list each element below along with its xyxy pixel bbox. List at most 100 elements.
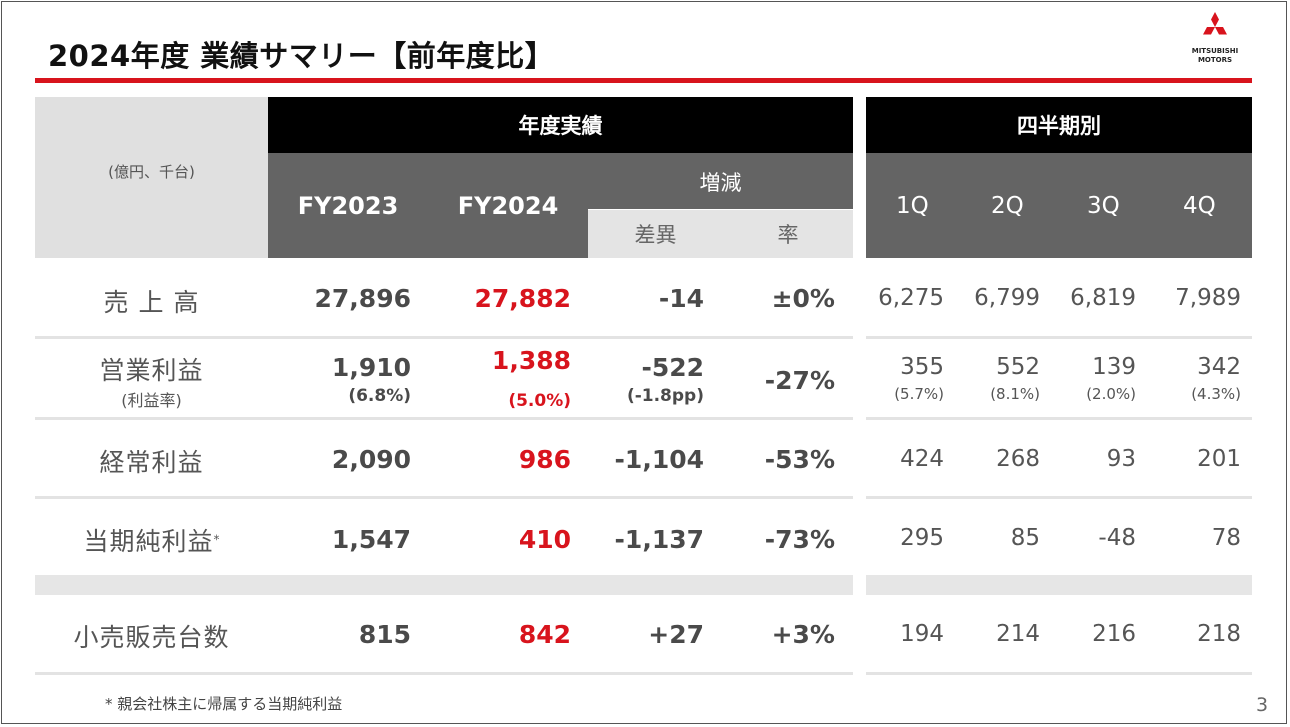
row-label-operating-profit: 営業利益 (利益率) [35,351,268,411]
net-fy2024: 410 [518,525,571,554]
row-label-sales: 売 上 高 [35,283,268,319]
op-q4: 342 [1197,354,1241,380]
title-underline [35,78,1252,83]
diff-header: 差異 [588,210,723,258]
op-q1-margin: (5.7%) [894,385,944,403]
rate-label: 率 [777,223,799,247]
annual-results-header: 年度実績 [268,97,853,153]
quarterly-label: 四半期別 [1017,114,1101,138]
op-q2: 552 [996,354,1040,380]
diff-label: 差異 [634,223,677,247]
ordinary-q3: 93 [1106,446,1136,472]
spacer-band [35,575,853,595]
op-q4-margin: (4.3%) [1191,385,1241,403]
net-diff: -1,137 [614,525,704,554]
units-rate: +3% [771,620,835,649]
unit-label: (億円、千台) [108,163,195,181]
ordinary-diff: -1,104 [614,445,704,474]
quarterly-header: 四半期別 [866,97,1252,153]
change-header-divider [588,209,853,210]
rate-header: 率 [723,210,853,258]
op-sublabel: (利益率) [121,391,182,410]
net-rate: -73% [764,525,835,554]
fy2023-label: FY2023 [297,191,399,220]
net-fy2023: 1,547 [331,525,411,554]
logo-text-line2: MOTORS [1197,56,1233,64]
spacer-band [866,575,1252,595]
unit-header-cell: (億円、千台) [35,97,268,258]
ordinary-fy2023: 2,090 [331,445,411,474]
row-separator [866,417,1252,420]
row-separator [35,336,853,339]
sales-q3: 6,819 [1070,285,1136,311]
sales-q1: 6,275 [878,285,944,311]
ordinary-q1: 424 [900,446,944,472]
row-separator [866,336,1252,339]
op-fy2023-margin: (6.8%) [348,386,411,406]
net-label: 当期純利益 [83,527,214,556]
units-fy2023: 815 [358,620,411,649]
units-fy2024: 842 [518,620,571,649]
ordinary-fy2024: 986 [518,445,571,474]
sales-q4: 7,989 [1175,285,1241,311]
sales-fy2024: 27,882 [474,284,571,313]
row-label-net-income: 当期純利益* [35,522,268,558]
footnote-mark: * [213,532,220,547]
op-diff: -522 [641,353,704,382]
op-rate: -27% [764,366,835,395]
sales-label: 売 上 高 [103,288,200,317]
op-diff-margin: (-1.8pp) [626,386,704,406]
annual-results-label: 年度実績 [518,114,603,138]
units-q1: 194 [900,621,944,647]
fy2024-header: FY2024 [428,153,588,258]
op-q1: 355 [900,354,944,380]
footnote: * 親会社株主に帰属する当期純利益 [105,695,343,713]
page-title: 2024年度 業績サマリー【前年度比】 [48,39,555,73]
row-separator [35,417,853,420]
op-q3-margin: (2.0%) [1086,385,1136,403]
sales-diff: -14 [658,284,704,313]
op-fy2023: 1,910 [331,353,411,382]
ordinary-label: 経常利益 [99,448,204,477]
sales-q2: 6,799 [974,285,1040,311]
net-q3: -48 [1098,525,1136,551]
row-label-ordinary-profit: 経常利益 [35,443,268,479]
q2-label: 2Q [991,193,1024,219]
units-q4: 218 [1197,621,1241,647]
fy2023-header: FY2023 [268,153,428,258]
change-header: 増減 [588,153,853,210]
logo-text-line1: MITSUBISHI [1191,47,1239,55]
sales-rate: ±0% [771,284,835,313]
q4-label: 4Q [1183,193,1216,219]
row-label-retail-units: 小売販売台数 [35,618,268,654]
fy2024-label: FY2024 [457,191,559,220]
op-q3: 139 [1092,354,1136,380]
page-number: 3 [1256,694,1269,716]
op-q2-margin: (8.1%) [990,385,1040,403]
quarter-columns-header: 1Q 2Q 3Q 4Q [866,153,1252,258]
q3-label: 3Q [1087,193,1120,219]
three-diamonds-icon [1203,12,1227,35]
row-separator [866,672,1252,675]
units-label: 小売販売台数 [73,623,230,652]
units-q2: 214 [996,621,1040,647]
net-q2: 85 [1010,525,1040,551]
row-separator [35,496,853,499]
net-q1: 295 [900,525,944,551]
ordinary-q4: 201 [1197,446,1241,472]
mitsubishi-motors-logo: MITSUBISHI MOTORS [1185,12,1245,68]
units-q3: 216 [1092,621,1136,647]
q1-label: 1Q [896,193,929,219]
ordinary-q2: 268 [996,446,1040,472]
op-label: 営業利益 [99,356,204,385]
row-separator [866,496,1252,499]
units-diff: +27 [648,620,704,649]
net-q4: 78 [1211,525,1241,551]
op-fy2024-margin: (5.0%) [508,391,571,411]
op-fy2024: 1,388 [491,346,571,375]
sales-fy2023: 27,896 [314,284,411,313]
row-separator [35,672,853,675]
change-label: 増減 [699,170,742,195]
ordinary-rate: -53% [764,445,835,474]
